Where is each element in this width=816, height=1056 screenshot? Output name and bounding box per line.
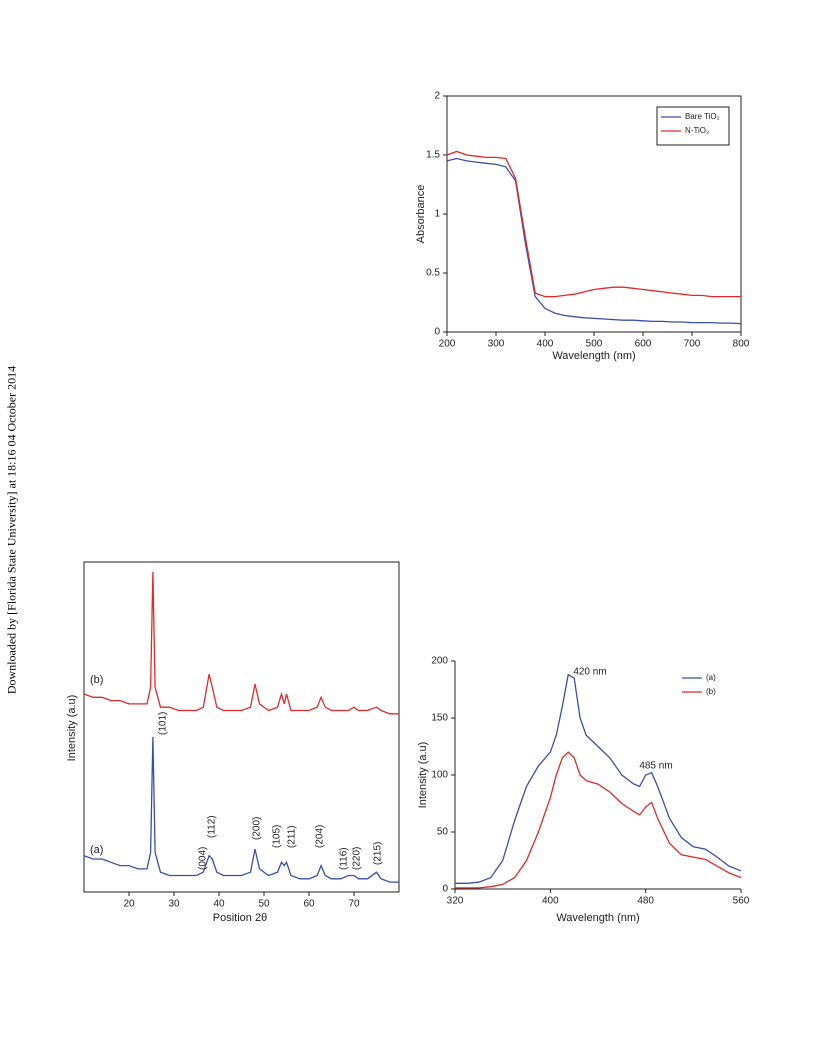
x-axis-label: Wavelength (nm) <box>556 912 639 924</box>
x-tick-label: 60 <box>303 899 315 910</box>
data-line <box>83 736 399 883</box>
peak-label: (105) <box>272 825 283 848</box>
y-tick-label: 0 <box>434 327 440 338</box>
peak-label: (112) <box>207 815 218 838</box>
data-line <box>455 751 742 889</box>
legend-label: N-TiO₂ <box>685 126 709 135</box>
x-tick-label: 400 <box>542 896 559 907</box>
peak-label: (200) <box>252 817 263 840</box>
y-tick-label: 200 <box>431 656 448 667</box>
data-line <box>83 571 399 715</box>
peak-label: (211) <box>287 825 298 848</box>
x-tick-label: 70 <box>348 899 360 910</box>
y-tick-label: 1.5 <box>426 150 440 161</box>
plot-frame <box>83 561 400 893</box>
x-tick-label: 400 <box>537 339 554 350</box>
y-tick-label: 100 <box>431 770 448 781</box>
y-tick-label: 150 <box>431 713 448 724</box>
x-tick-label: 300 <box>488 339 505 350</box>
legend-box <box>656 106 730 146</box>
x-tick-label: 500 <box>586 339 603 350</box>
peak-label: (220) <box>352 847 363 870</box>
y-axis-label: Intensity (a.u) <box>417 742 429 809</box>
legend-label: (a) <box>706 673 716 682</box>
y-tick-label: 0.5 <box>426 268 440 279</box>
peak-label: (116) <box>339 847 350 870</box>
y-tick-label: 50 <box>437 827 449 838</box>
x-tick-label: 20 <box>123 899 135 910</box>
x-axis-label: Wavelength (nm) <box>552 350 635 362</box>
peak-label: (101) <box>158 712 169 735</box>
annotation: 420 nm <box>573 667 606 678</box>
x-tick-label: 200 <box>439 339 456 350</box>
x-tick-label: 30 <box>168 899 180 910</box>
legend-label: (b) <box>706 687 716 696</box>
peak-label: (215) <box>373 842 384 865</box>
peak-label: (204) <box>315 825 326 848</box>
annotation: 485 nm <box>639 761 672 772</box>
peak-label: (004) <box>198 847 209 870</box>
x-tick-label: 50 <box>258 899 270 910</box>
x-tick-label: 480 <box>637 896 654 907</box>
series-label: (a) <box>90 844 103 856</box>
x-tick-label: 700 <box>684 339 701 350</box>
y-tick-label: 1 <box>434 209 440 220</box>
legend-label: Bare TiO₂ <box>685 112 720 121</box>
y-axis-label: Absorbance <box>415 185 427 244</box>
x-axis-label: Position 2θ <box>213 912 267 924</box>
data-line <box>446 150 741 298</box>
x-tick-label: 600 <box>635 339 652 350</box>
x-tick-label: 800 <box>733 339 750 350</box>
y-tick-label: 0 <box>442 884 448 895</box>
y-tick-label: 2 <box>434 91 440 102</box>
x-tick-label: 560 <box>733 896 750 907</box>
series-label: (b) <box>90 674 103 686</box>
x-tick-label: 320 <box>447 896 464 907</box>
data-line <box>446 157 742 325</box>
data-line <box>455 673 742 884</box>
x-tick-label: 40 <box>213 899 225 910</box>
y-axis-label: Intensity (a.u) <box>66 695 78 762</box>
